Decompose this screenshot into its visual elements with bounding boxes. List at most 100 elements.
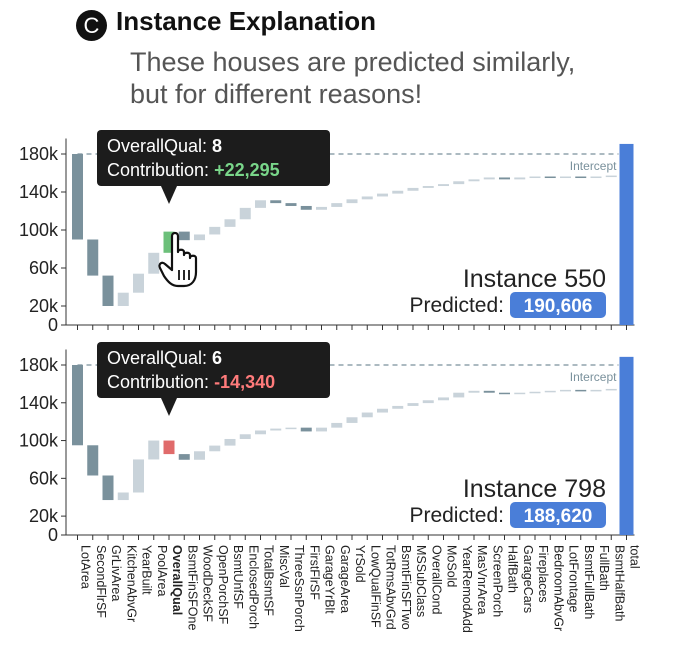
waterfall-bar-garagecars[interactable] <box>514 392 526 395</box>
waterfall-bar-miscval[interactable] <box>270 428 282 431</box>
x-category-label: MSSubClass <box>414 545 428 617</box>
y-tick-label: 0 <box>48 525 58 545</box>
waterfall-bar-fireplaces[interactable] <box>529 391 541 394</box>
waterfall-bar-lotarea[interactable] <box>72 365 83 446</box>
waterfall-bar-yearremodadd[interactable] <box>453 181 465 185</box>
x-category-label: TotalBsmtSF <box>262 545 276 616</box>
waterfall-bar-lotfrontage[interactable] <box>560 176 571 179</box>
waterfall-bar-lotarea[interactable] <box>72 154 83 240</box>
waterfall-bar-bsmtfinsfone[interactable] <box>178 231 190 241</box>
tooltip-contribution-label: Contribution: <box>107 160 214 180</box>
pointer-hand-icon <box>158 231 198 288</box>
x-category-label: OverallQual <box>170 545 184 615</box>
waterfall-bar-masvnrarea[interactable] <box>468 390 480 393</box>
waterfall-bar-poolarea[interactable] <box>148 440 160 460</box>
waterfall-bar-totrmsabvgrd[interactable] <box>377 408 388 413</box>
y-tick-label: 180k <box>19 355 59 375</box>
waterfall-bar-garagearea[interactable] <box>331 203 343 207</box>
waterfall-bar-kitchenabvgr[interactable] <box>117 292 129 306</box>
waterfall-bar-miscval[interactable] <box>270 200 282 204</box>
waterfall-bar-bsmtfullbath[interactable] <box>575 389 587 392</box>
y-tick-label: 60k <box>29 468 59 488</box>
waterfall-bar-garageyrblt[interactable] <box>316 427 327 432</box>
waterfall-bar-bsmthalfbath[interactable] <box>605 175 617 178</box>
waterfall-bar-wooddecksf[interactable] <box>194 451 205 460</box>
waterfall-bar-halfbath[interactable] <box>499 177 510 180</box>
waterfall-bar-halfbath[interactable] <box>499 392 510 395</box>
waterfall-bar-masvnrarea[interactable] <box>468 179 480 182</box>
waterfall-bar-grlivarea[interactable] <box>102 275 114 306</box>
waterfall-bar-overallcond[interactable] <box>422 400 434 404</box>
waterfall-bar-firstflrsf[interactable] <box>300 427 312 432</box>
tooltip-contribution-value: +22,295 <box>214 160 280 180</box>
waterfall-bar-garageyrblt[interactable] <box>316 206 327 210</box>
y-tick-label: 100k <box>19 220 59 240</box>
x-category-label: EnclosedPorch <box>246 545 260 629</box>
contribution-tooltip: OverallQual: 6 Contribution: -14,340 <box>97 342 330 416</box>
waterfall-bar-openporchsf[interactable] <box>209 226 221 235</box>
waterfall-bar-garagearea[interactable] <box>331 422 343 428</box>
predicted-value: 188,620 <box>524 506 593 527</box>
waterfall-bar-secondflrsf[interactable] <box>87 445 99 476</box>
waterfall-bar-lotfrontage[interactable] <box>560 389 571 392</box>
waterfall-bar-poolarea[interactable] <box>148 252 160 274</box>
waterfall-bar-overallqual[interactable] <box>163 440 175 455</box>
waterfall-bar-grlivarea[interactable] <box>102 475 114 501</box>
x-category-label: TotRmsAbvGrd <box>384 545 398 630</box>
predicted-value: 190,606 <box>524 296 593 317</box>
waterfall-bar-threessnporch[interactable] <box>285 427 297 430</box>
waterfall-bar-enclosedporch[interactable] <box>239 207 251 220</box>
waterfall-bar-threessnporch[interactable] <box>285 203 297 206</box>
waterfall-bar-bsmtfinsftwo[interactable] <box>392 190 404 194</box>
waterfall-bar-fireplaces[interactable] <box>529 176 541 179</box>
waterfall-bar-enclosedporch[interactable] <box>239 434 251 439</box>
waterfall-bar-overallcond[interactable] <box>422 186 434 188</box>
waterfall-bar-mosold[interactable] <box>438 184 449 187</box>
waterfall-bar-totalbsmtsf[interactable] <box>255 430 266 435</box>
x-category-label: OverallCond <box>429 545 443 615</box>
waterfall-bar-firstflrsf[interactable] <box>300 205 312 210</box>
waterfall-bar-garagecars[interactable] <box>514 177 526 180</box>
waterfall-bar-yearbuilt[interactable] <box>133 273 144 293</box>
waterfall-bar-bsmtunfsf[interactable] <box>224 219 236 227</box>
waterfall-bar-fullbath[interactable] <box>590 176 602 179</box>
instance-label: Instance 798 <box>463 475 606 503</box>
waterfall-bar-yearbuilt[interactable] <box>133 459 144 493</box>
waterfall-bar-wooddecksf[interactable] <box>194 234 205 241</box>
waterfall-bar-overallqual[interactable] <box>163 231 175 253</box>
total-bar[interactable] <box>619 143 634 325</box>
waterfall-bar-screenporch[interactable] <box>483 177 495 180</box>
waterfall-bar-bsmtfinsfone[interactable] <box>178 454 190 460</box>
waterfall-bar-yrsold[interactable] <box>346 199 358 204</box>
waterfall-bar-mosold[interactable] <box>438 397 449 401</box>
waterfall-bar-bsmtfinsftwo[interactable] <box>392 405 404 409</box>
waterfall-bar-yearremodadd[interactable] <box>453 392 465 398</box>
waterfall-bar-screenporch[interactable] <box>483 390 495 393</box>
waterfall-bar-lowqualfinsf[interactable] <box>361 412 373 418</box>
section-subtitle: These houses are predicted similarly, bu… <box>130 46 650 110</box>
y-tick-label: 20k <box>29 296 59 316</box>
waterfall-bar-bsmthalfbath[interactable] <box>605 388 617 391</box>
waterfall-bar-secondflrsf[interactable] <box>87 239 99 276</box>
instance-label: Instance 550 <box>463 265 606 293</box>
total-bar[interactable] <box>619 356 634 535</box>
waterfall-bar-bsmtunfsf[interactable] <box>224 438 236 446</box>
y-tick-label: 20k <box>29 506 59 526</box>
waterfall-bar-bedroomabvgr[interactable] <box>544 176 556 179</box>
waterfall-bar-totrmsabvgrd[interactable] <box>377 193 388 197</box>
waterfall-bar-totalbsmtsf[interactable] <box>255 200 266 208</box>
waterfall-bar-kitchenabvgr[interactable] <box>117 492 129 501</box>
tooltip-arrow <box>161 398 177 416</box>
tooltip-feature-line: OverallQual: 8 <box>107 136 222 156</box>
x-category-label: BedroomAbvGr <box>551 545 565 631</box>
x-category-label: MiscVal <box>277 545 291 588</box>
waterfall-bar-bedroomabvgr[interactable] <box>544 390 556 393</box>
waterfall-bar-bsmtfullbath[interactable] <box>575 176 587 179</box>
waterfall-bar-fullbath[interactable] <box>590 389 602 392</box>
y-tick-label: 0 <box>48 315 58 335</box>
waterfall-bar-mssubclass[interactable] <box>407 187 419 191</box>
waterfall-bar-openporchsf[interactable] <box>209 445 221 452</box>
waterfall-bar-yrsold[interactable] <box>346 417 358 423</box>
waterfall-bar-lowqualfinsf[interactable] <box>361 196 373 200</box>
waterfall-bar-mssubclass[interactable] <box>407 403 419 406</box>
